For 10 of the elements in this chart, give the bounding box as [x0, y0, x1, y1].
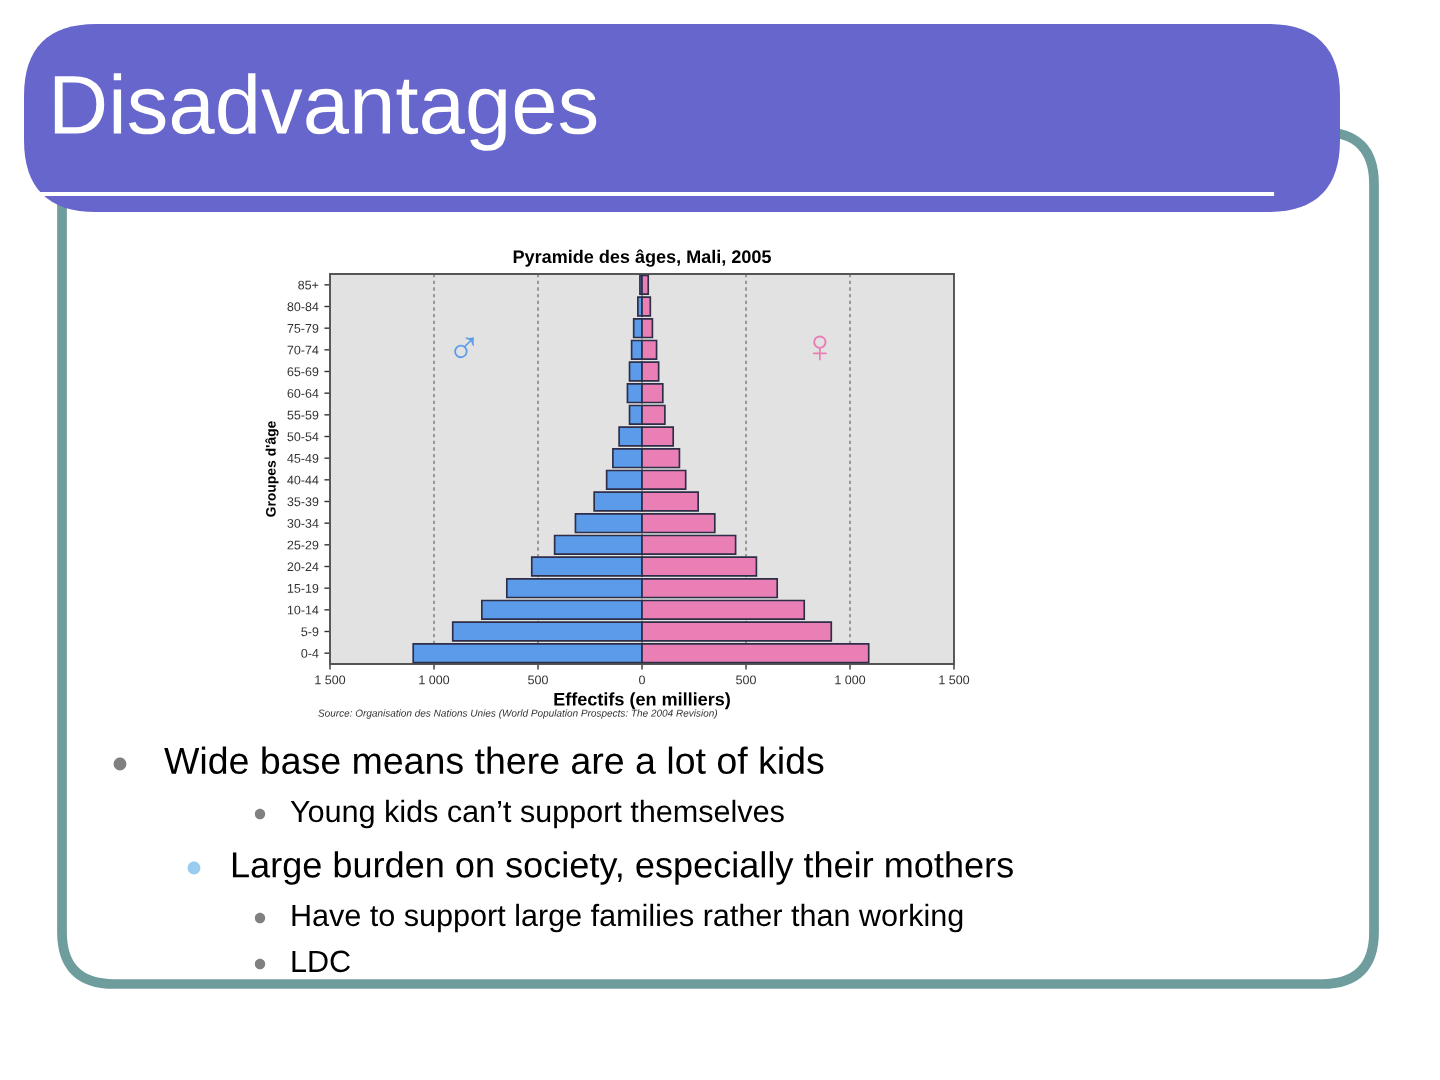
text: Have to support large families rather than working — [292, 903, 963, 933]
text: ♀ — [813, 335, 827, 361]
x-axis-title: Effectifs (en milliers) — [554, 692, 730, 710]
text: Wide base means there are a lot of kids — [164, 746, 824, 775]
text: Young kids can’t support themselves — [290, 799, 784, 829]
text: ♂ — [454, 337, 475, 359]
text: LDC — [292, 950, 350, 973]
text: Disadvantages — [54, 73, 597, 151]
chart-title: Pyramide des âges, Mali, 2005 — [513, 249, 771, 267]
text: Large burden on society, especially their mothers — [232, 851, 1013, 885]
